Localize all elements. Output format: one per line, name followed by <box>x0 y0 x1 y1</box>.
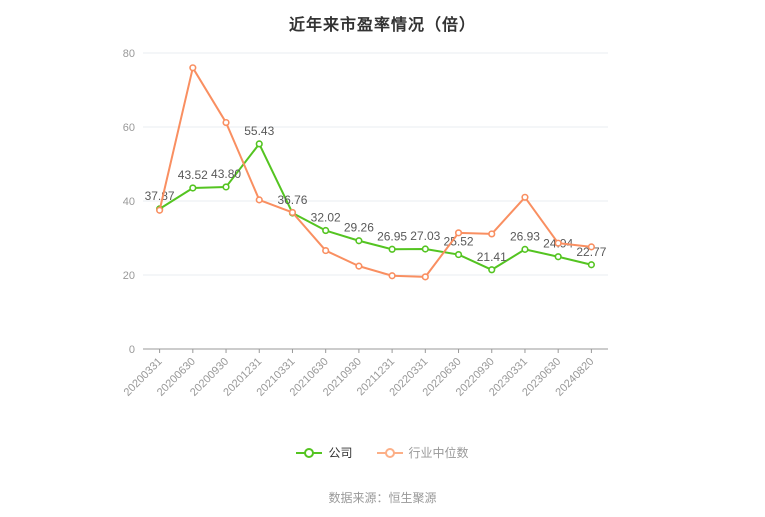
data-point-marker <box>388 245 396 253</box>
data-point-label: 22.77 <box>576 245 606 259</box>
data-point-label: 29.26 <box>344 221 374 235</box>
series-line <box>158 66 593 278</box>
company-line-series-icon <box>296 447 323 458</box>
data-point-marker <box>222 183 230 191</box>
industry-median-line-series-icon <box>376 447 403 458</box>
data-point-marker <box>355 262 363 270</box>
data-point-marker <box>156 206 164 214</box>
legend-item-company[interactable]: 公司 <box>296 444 353 461</box>
y-axis-tick-label: 60 <box>123 122 135 134</box>
data-point-label: 32.02 <box>311 211 341 225</box>
data-point-marker <box>322 246 330 255</box>
data-point-marker <box>322 226 330 235</box>
data-point-marker <box>554 239 562 247</box>
data-point-marker <box>554 253 562 261</box>
y-axis: 0 20 40 60 80 <box>123 48 608 356</box>
data-point-marker <box>222 118 230 127</box>
y-axis-tick-label: 40 <box>123 196 135 208</box>
y-axis-tick-label: 80 <box>123 48 135 60</box>
data-point-marker <box>421 245 429 253</box>
data-point-label: 43.52 <box>178 168 208 182</box>
data-point-marker <box>189 184 197 192</box>
series-line <box>158 142 593 271</box>
data-point-label: 36.76 <box>277 193 307 207</box>
data-point-marker <box>488 230 496 238</box>
data-point-marker <box>388 272 396 280</box>
legend-label-company: 公司 <box>328 446 353 460</box>
legend-item-industry-median[interactable]: 行业中位数 <box>376 444 469 461</box>
data-point-label: 26.93 <box>510 229 540 243</box>
data-point-marker <box>454 250 463 259</box>
data-point-marker <box>488 266 496 274</box>
data-point-marker <box>454 229 463 237</box>
data-point-marker <box>255 196 263 204</box>
data-point-label: 27.03 <box>410 229 440 243</box>
data-point-marker <box>521 245 529 253</box>
data-point-marker <box>288 208 297 217</box>
pe-ratio-line-chart: 0 20 40 60 80 2020033120200630202009302020123… <box>122 48 608 399</box>
data-point-marker <box>355 237 363 245</box>
chart-title: 近年来市盈率情况（倍） <box>288 17 476 34</box>
data-point-marker <box>587 261 595 269</box>
series-industry-median <box>156 64 595 281</box>
data-point-marker <box>587 243 595 251</box>
data-point-label: 21.41 <box>477 250 507 264</box>
y-axis-tick-label: 20 <box>123 270 135 282</box>
data-point-label: 25.52 <box>444 235 474 249</box>
x-axis: 2020033120200630202009302020123120210331… <box>122 349 597 399</box>
data-point-marker <box>189 64 197 72</box>
legend-label-industry-median: 行业中位数 <box>408 446 469 460</box>
data-source-note: 数据来源：恒生聚源 <box>328 491 437 505</box>
data-point-label: 26.95 <box>377 229 407 243</box>
data-point-marker <box>421 273 429 281</box>
data-point-label: 43.80 <box>211 167 241 181</box>
y-axis-tick-label: 0 <box>129 344 135 356</box>
chart-legend: 公司 行业中位数 <box>0 444 765 461</box>
data-point-label: 37.87 <box>145 189 175 203</box>
data-point-marker <box>255 140 263 148</box>
data-point-label: 55.43 <box>244 124 274 138</box>
data-point-marker <box>521 193 529 201</box>
